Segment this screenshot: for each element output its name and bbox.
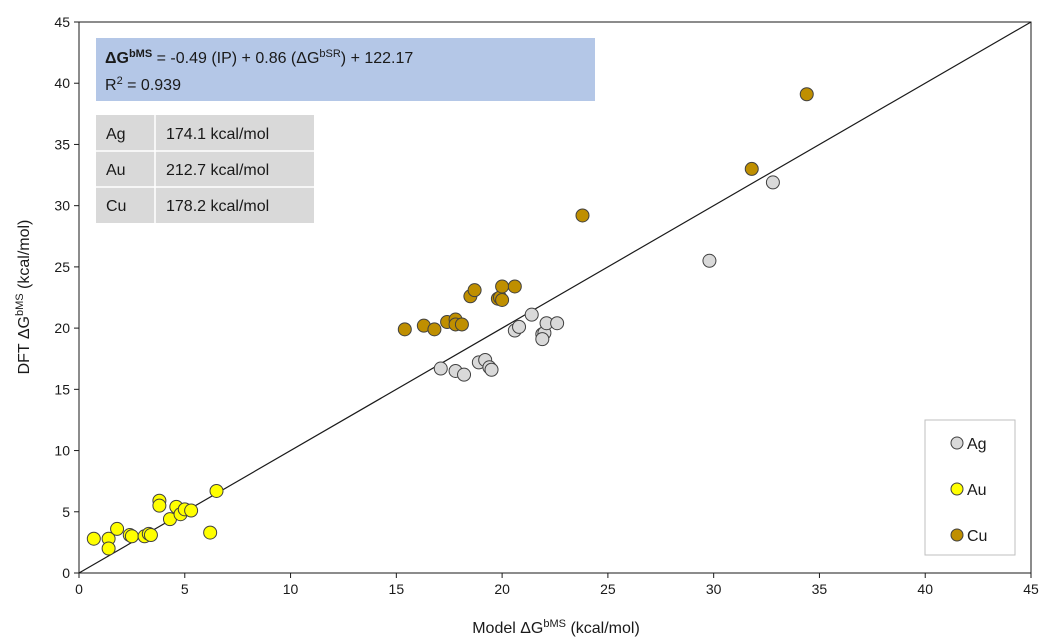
table-background xyxy=(96,115,314,223)
y-axis-title-superscript: bMS xyxy=(14,293,26,316)
y-axis-title: DFT ΔGbMS (kcal/mol) xyxy=(14,220,33,375)
x-tick-label: 0 xyxy=(75,581,83,597)
y-tick-label: 40 xyxy=(54,75,70,91)
data-point-ag xyxy=(457,367,472,382)
y-tick-label: 0 xyxy=(62,565,70,581)
table-value-cell: 174.1 kcal/mol xyxy=(166,126,269,143)
data-point-ag xyxy=(433,361,448,376)
data-point-cu xyxy=(427,322,442,337)
x-tick-label: 15 xyxy=(389,581,405,597)
legend-marker-cu xyxy=(950,528,964,542)
data-point-cu xyxy=(495,292,510,307)
x-axis-title: Model ΔGbMS (kcal/mol) xyxy=(472,618,640,637)
equation-lhs-superscript: bMS xyxy=(129,48,152,60)
x-tick-label: 20 xyxy=(494,581,510,597)
y-axis-title-units: (kcal/mol) xyxy=(16,220,33,294)
equation-box xyxy=(96,38,595,101)
y-tick-label: 45 xyxy=(54,14,70,30)
y-tick-label: 5 xyxy=(62,504,70,520)
table-value-cell: 212.7 kcal/mol xyxy=(166,162,269,179)
legend-box xyxy=(924,419,1016,556)
data-point-cu xyxy=(507,279,522,294)
y-tick-label: 30 xyxy=(54,198,70,214)
x-tick-label: 30 xyxy=(706,581,722,597)
r-squared-text: R2 = 0.939 xyxy=(105,75,181,94)
legend-label-cu: Cu xyxy=(967,528,987,545)
data-point-cu xyxy=(799,87,814,102)
data-point-au xyxy=(124,529,139,544)
x-tick-label: 45 xyxy=(1023,581,1039,597)
data-point-ag xyxy=(535,332,550,347)
r-squared-superscript: 2 xyxy=(117,75,123,87)
data-point-cu xyxy=(397,322,412,337)
data-point-au xyxy=(203,525,218,540)
x-tick-label: 35 xyxy=(812,581,828,597)
x-axis-title-main: Model ΔG xyxy=(472,620,543,637)
data-point-ag xyxy=(512,319,527,334)
data-point-au xyxy=(101,541,116,556)
equation-annotation: ΔGbMS = -0.49 (IP) + 0.86 (ΔGbSR) + 122.… xyxy=(96,38,595,101)
legend-marker-au xyxy=(950,482,964,496)
x-tick-label: 25 xyxy=(600,581,616,597)
x-axis-title-superscript: bMS xyxy=(543,618,566,630)
data-point-au xyxy=(184,503,199,518)
data-point-ag xyxy=(550,316,565,331)
x-axis-title-units: (kcal/mol) xyxy=(566,620,640,637)
legend-label-au: Au xyxy=(967,482,987,499)
data-point-au xyxy=(110,521,125,536)
y-tick-label: 25 xyxy=(54,259,70,275)
data-point-ag xyxy=(484,362,499,377)
data-point-au xyxy=(143,528,158,543)
r-squared-value: = 0.939 xyxy=(123,77,181,94)
x-axis-ticks: 0 5 10 15 20 25 30 35 40 45 xyxy=(75,573,1039,597)
y-axis-ticks: 0 5 10 15 20 25 30 35 40 45 xyxy=(54,14,79,581)
data-point-ag xyxy=(765,175,780,190)
data-point-cu xyxy=(744,161,759,176)
data-point-cu xyxy=(575,208,590,223)
plot-area xyxy=(78,21,1032,574)
data-points xyxy=(86,87,814,556)
legend-label-ag: Ag xyxy=(967,436,987,453)
equation-middle: = -0.49 (IP) + 0.86 (ΔG xyxy=(152,50,319,67)
y-tick-label: 10 xyxy=(54,443,70,459)
equation-lhs: ΔG xyxy=(105,50,129,67)
x-tick-label: 40 xyxy=(917,581,933,597)
data-point-au xyxy=(86,531,101,546)
table-metal-cell: Ag xyxy=(106,126,126,143)
y-axis-title-main: DFT ΔG xyxy=(16,316,33,374)
legend: Ag Au Cu xyxy=(924,419,1016,556)
table-metal-cell: Cu xyxy=(106,198,126,215)
table-value-cell: 178.2 kcal/mol xyxy=(166,198,269,215)
y-tick-label: 35 xyxy=(54,136,70,152)
x-tick-label: 5 xyxy=(181,581,189,597)
reference-line xyxy=(78,21,1032,574)
equation-middle-superscript: bSR xyxy=(319,48,340,60)
data-point-au xyxy=(209,483,224,498)
legend-marker-ag xyxy=(950,436,964,450)
x-tick-label: 10 xyxy=(283,581,299,597)
equation-end: ) + 122.17 xyxy=(341,50,414,67)
data-point-ag xyxy=(702,253,717,268)
y-tick-label: 15 xyxy=(54,381,70,397)
data-point-cu xyxy=(454,317,469,332)
data-point-cu xyxy=(467,283,482,298)
data-point-ag xyxy=(524,307,539,322)
table-metal-cell: Au xyxy=(106,162,126,179)
y-tick-label: 20 xyxy=(54,320,70,336)
data-point-au xyxy=(152,498,167,513)
equation-text: ΔGbMS = -0.49 (IP) + 0.86 (ΔGbSR) + 122.… xyxy=(105,48,413,67)
data-point-cu xyxy=(495,279,510,294)
r-squared-label: R xyxy=(105,77,117,94)
metal-table: Ag 174.1 kcal/mol Au 212.7 kcal/mol Cu 1… xyxy=(96,115,314,223)
